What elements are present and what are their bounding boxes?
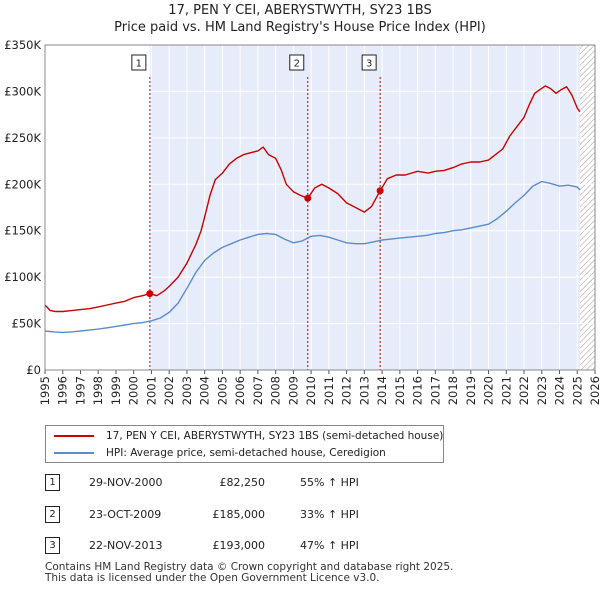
- x-tick-label: 2001: [144, 376, 158, 405]
- hpi-line: [45, 180, 581, 334]
- y-tick-label: £150K: [4, 224, 41, 238]
- x-tick-label: 2015: [393, 376, 407, 405]
- transaction-marker-3: 3: [45, 537, 60, 554]
- sale-label-box: [131, 54, 147, 71]
- legend-swatch-price-paid: [54, 435, 94, 437]
- x-tick-label: 2016: [411, 376, 425, 405]
- x-tick-label: 2022: [517, 376, 531, 405]
- transaction-date: 29-NOV-2000: [89, 476, 163, 489]
- x-tick-label: 2020: [482, 376, 496, 405]
- transaction-marker-2: 2: [45, 506, 60, 523]
- y-tick-label: £200K: [4, 177, 41, 191]
- transaction-price: £193,000: [212, 539, 266, 552]
- x-tick-label: 2021: [499, 376, 513, 405]
- plot-frame: [44, 44, 596, 371]
- title-subtitle: Price paid vs. HM Land Registry's House …: [114, 20, 486, 35]
- x-tick-label: 2018: [446, 376, 460, 405]
- chart-legend: 17, PEN Y CEI, ABERYSTWYTH, SY23 1BS (se…: [45, 425, 444, 463]
- chart-title: 17, PEN Y CEI, ABERYSTWYTH, SY23 1BS Pri…: [0, 2, 600, 36]
- x-tick-label: 2013: [357, 376, 371, 405]
- legend-label-hpi: HPI: Average price, semi-detached house,…: [106, 447, 386, 459]
- y-tick-label: £0: [26, 363, 41, 377]
- transaction-hpi-change: 55% ↑ HPI: [300, 476, 359, 489]
- transaction-date: 23-OCT-2009: [89, 508, 162, 521]
- x-tick-label: 2026: [588, 376, 600, 405]
- legend-swatch-hpi: [54, 452, 94, 454]
- transaction-hpi-change: 47% ↑ HPI: [300, 539, 359, 552]
- sale-label: 2: [294, 59, 300, 70]
- x-tick-label: 2002: [162, 376, 176, 405]
- attribution-footer: Contains HM Land Registry data © Crown c…: [45, 562, 453, 584]
- x-tick-label: 2010: [304, 376, 318, 405]
- title-address: 17, PEN Y CEI, ABERYSTWYTH, SY23 1BS: [168, 3, 432, 18]
- y-tick-label: £350K: [4, 38, 41, 52]
- y-tick-label: £250K: [4, 131, 41, 145]
- x-tick-label: 2023: [535, 376, 549, 405]
- y-tick-label: £50K: [12, 317, 42, 331]
- transaction-row-2: 2 23-OCT-2009 £185,000 33% ↑ HPI: [45, 506, 465, 524]
- x-tick-label: 2011: [322, 376, 336, 405]
- x-tick-label: 2004: [198, 376, 212, 405]
- price-chart: £0 £50K £100K £150K £200K £250K £300K £350K 1995…: [4, 38, 600, 405]
- transaction-date: 22-NOV-2013: [89, 539, 163, 552]
- x-tick-label: 2017: [428, 376, 442, 405]
- y-tick-label: £300K: [4, 84, 41, 98]
- transaction-row-3: 3 22-NOV-2013 £193,000 47% ↑ HPI: [45, 537, 465, 555]
- transaction-price: £82,250: [219, 476, 266, 489]
- ownership-period-shade: [149, 45, 580, 370]
- x-tick-label: 2025: [570, 376, 584, 405]
- x-tick-label: 2012: [340, 376, 354, 405]
- legend-label-price-paid: 17, PEN Y CEI, ABERYSTWYTH, SY23 1BS (se…: [106, 430, 444, 442]
- x-tick-label: 1998: [91, 376, 105, 405]
- x-tick-label: 2000: [127, 376, 141, 405]
- x-tick-label: 2007: [251, 376, 265, 405]
- x-tick-label: 2006: [233, 376, 247, 405]
- footer-licence: This data is licensed under the Open Gov…: [45, 572, 380, 584]
- sale-label: 1: [136, 59, 142, 70]
- transaction-price: £185,000: [212, 508, 266, 521]
- x-tick-label: 2024: [553, 376, 567, 405]
- y-tick-label: £100K: [4, 270, 41, 284]
- sale-point: [376, 187, 384, 195]
- transaction-marker-1: 1: [45, 474, 60, 491]
- sale-point: [146, 290, 154, 298]
- x-tick-label: 2019: [464, 376, 478, 405]
- x-tick-label: 1996: [56, 376, 70, 405]
- footer-copyright: Contains HM Land Registry data © Crown c…: [45, 561, 454, 573]
- x-tick-label: 2014: [375, 376, 389, 405]
- sale-label: 3: [366, 59, 372, 70]
- future-hatch-region: [579, 45, 595, 370]
- x-tick-label: 2009: [286, 376, 300, 405]
- x-tick-label: 1999: [109, 376, 123, 405]
- sale-label-box: [361, 54, 377, 71]
- x-tick-label: 1997: [73, 376, 87, 405]
- x-tick-label: 2008: [269, 376, 283, 405]
- x-tick-label: 2005: [215, 376, 229, 405]
- transaction-row-1: 1 29-NOV-2000 £82,250 55% ↑ HPI: [45, 474, 465, 492]
- x-tick-label: 1995: [38, 376, 52, 405]
- sale-point: [304, 194, 312, 202]
- sale-label-box: [289, 54, 305, 71]
- x-tick-label: 2003: [180, 376, 194, 405]
- transaction-hpi-change: 33% ↑ HPI: [300, 508, 359, 521]
